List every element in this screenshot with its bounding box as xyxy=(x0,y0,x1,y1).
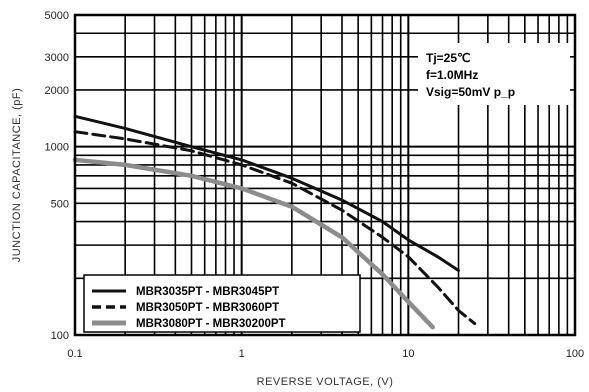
y-tick-label: 1000 xyxy=(45,142,69,154)
y-tick-label: 5000 xyxy=(45,10,69,22)
series-group xyxy=(72,114,477,330)
legend-label-series-2: MBR3050PT - MBR3060PT xyxy=(136,302,279,314)
y-tick-label: 500 xyxy=(51,198,69,210)
y-tick-label: 2000 xyxy=(45,85,69,97)
annotation-temperature: Tj=25℃ xyxy=(426,51,471,65)
legend-label-series-3: MBR3080PT - MBR30200PT xyxy=(136,318,286,330)
annotation-background xyxy=(418,43,570,105)
annotation-signal: Vsig=50mV p_p xyxy=(426,85,515,99)
y-axis-label: JUNCTION CAPACITANCE, (pF) xyxy=(11,88,23,263)
annotation-frequency: f=1.0MHz xyxy=(426,68,478,82)
x-tick-label: 1 xyxy=(239,348,245,360)
y-tick-label: 3000 xyxy=(45,52,69,64)
x-axis-label: REVERSE VOLTAGE, (V) xyxy=(257,376,394,388)
series-line-1 xyxy=(73,114,460,272)
x-tick-label: 100 xyxy=(566,348,584,360)
x-tick-label: 10 xyxy=(402,348,414,360)
tick-labels: 0.1 1 10 100 100 500 1000 2000 3000 5000 xyxy=(45,10,585,360)
annotation-box: Tj=25℃ f=1.0MHz Vsig=50mV p_p xyxy=(418,43,570,105)
y-tick-label: 100 xyxy=(51,330,69,342)
series-line-3 xyxy=(72,157,435,330)
legend-background xyxy=(83,274,361,333)
series-line-2 xyxy=(73,130,477,326)
legend-label-series-1: MBR3035PT - MBR3045PT xyxy=(136,286,279,298)
plot-frame xyxy=(73,13,577,337)
x-tick-label: 0.1 xyxy=(67,348,82,360)
legend: MBR3035PT - MBR3045PT MBR3050PT - MBR306… xyxy=(83,274,361,333)
